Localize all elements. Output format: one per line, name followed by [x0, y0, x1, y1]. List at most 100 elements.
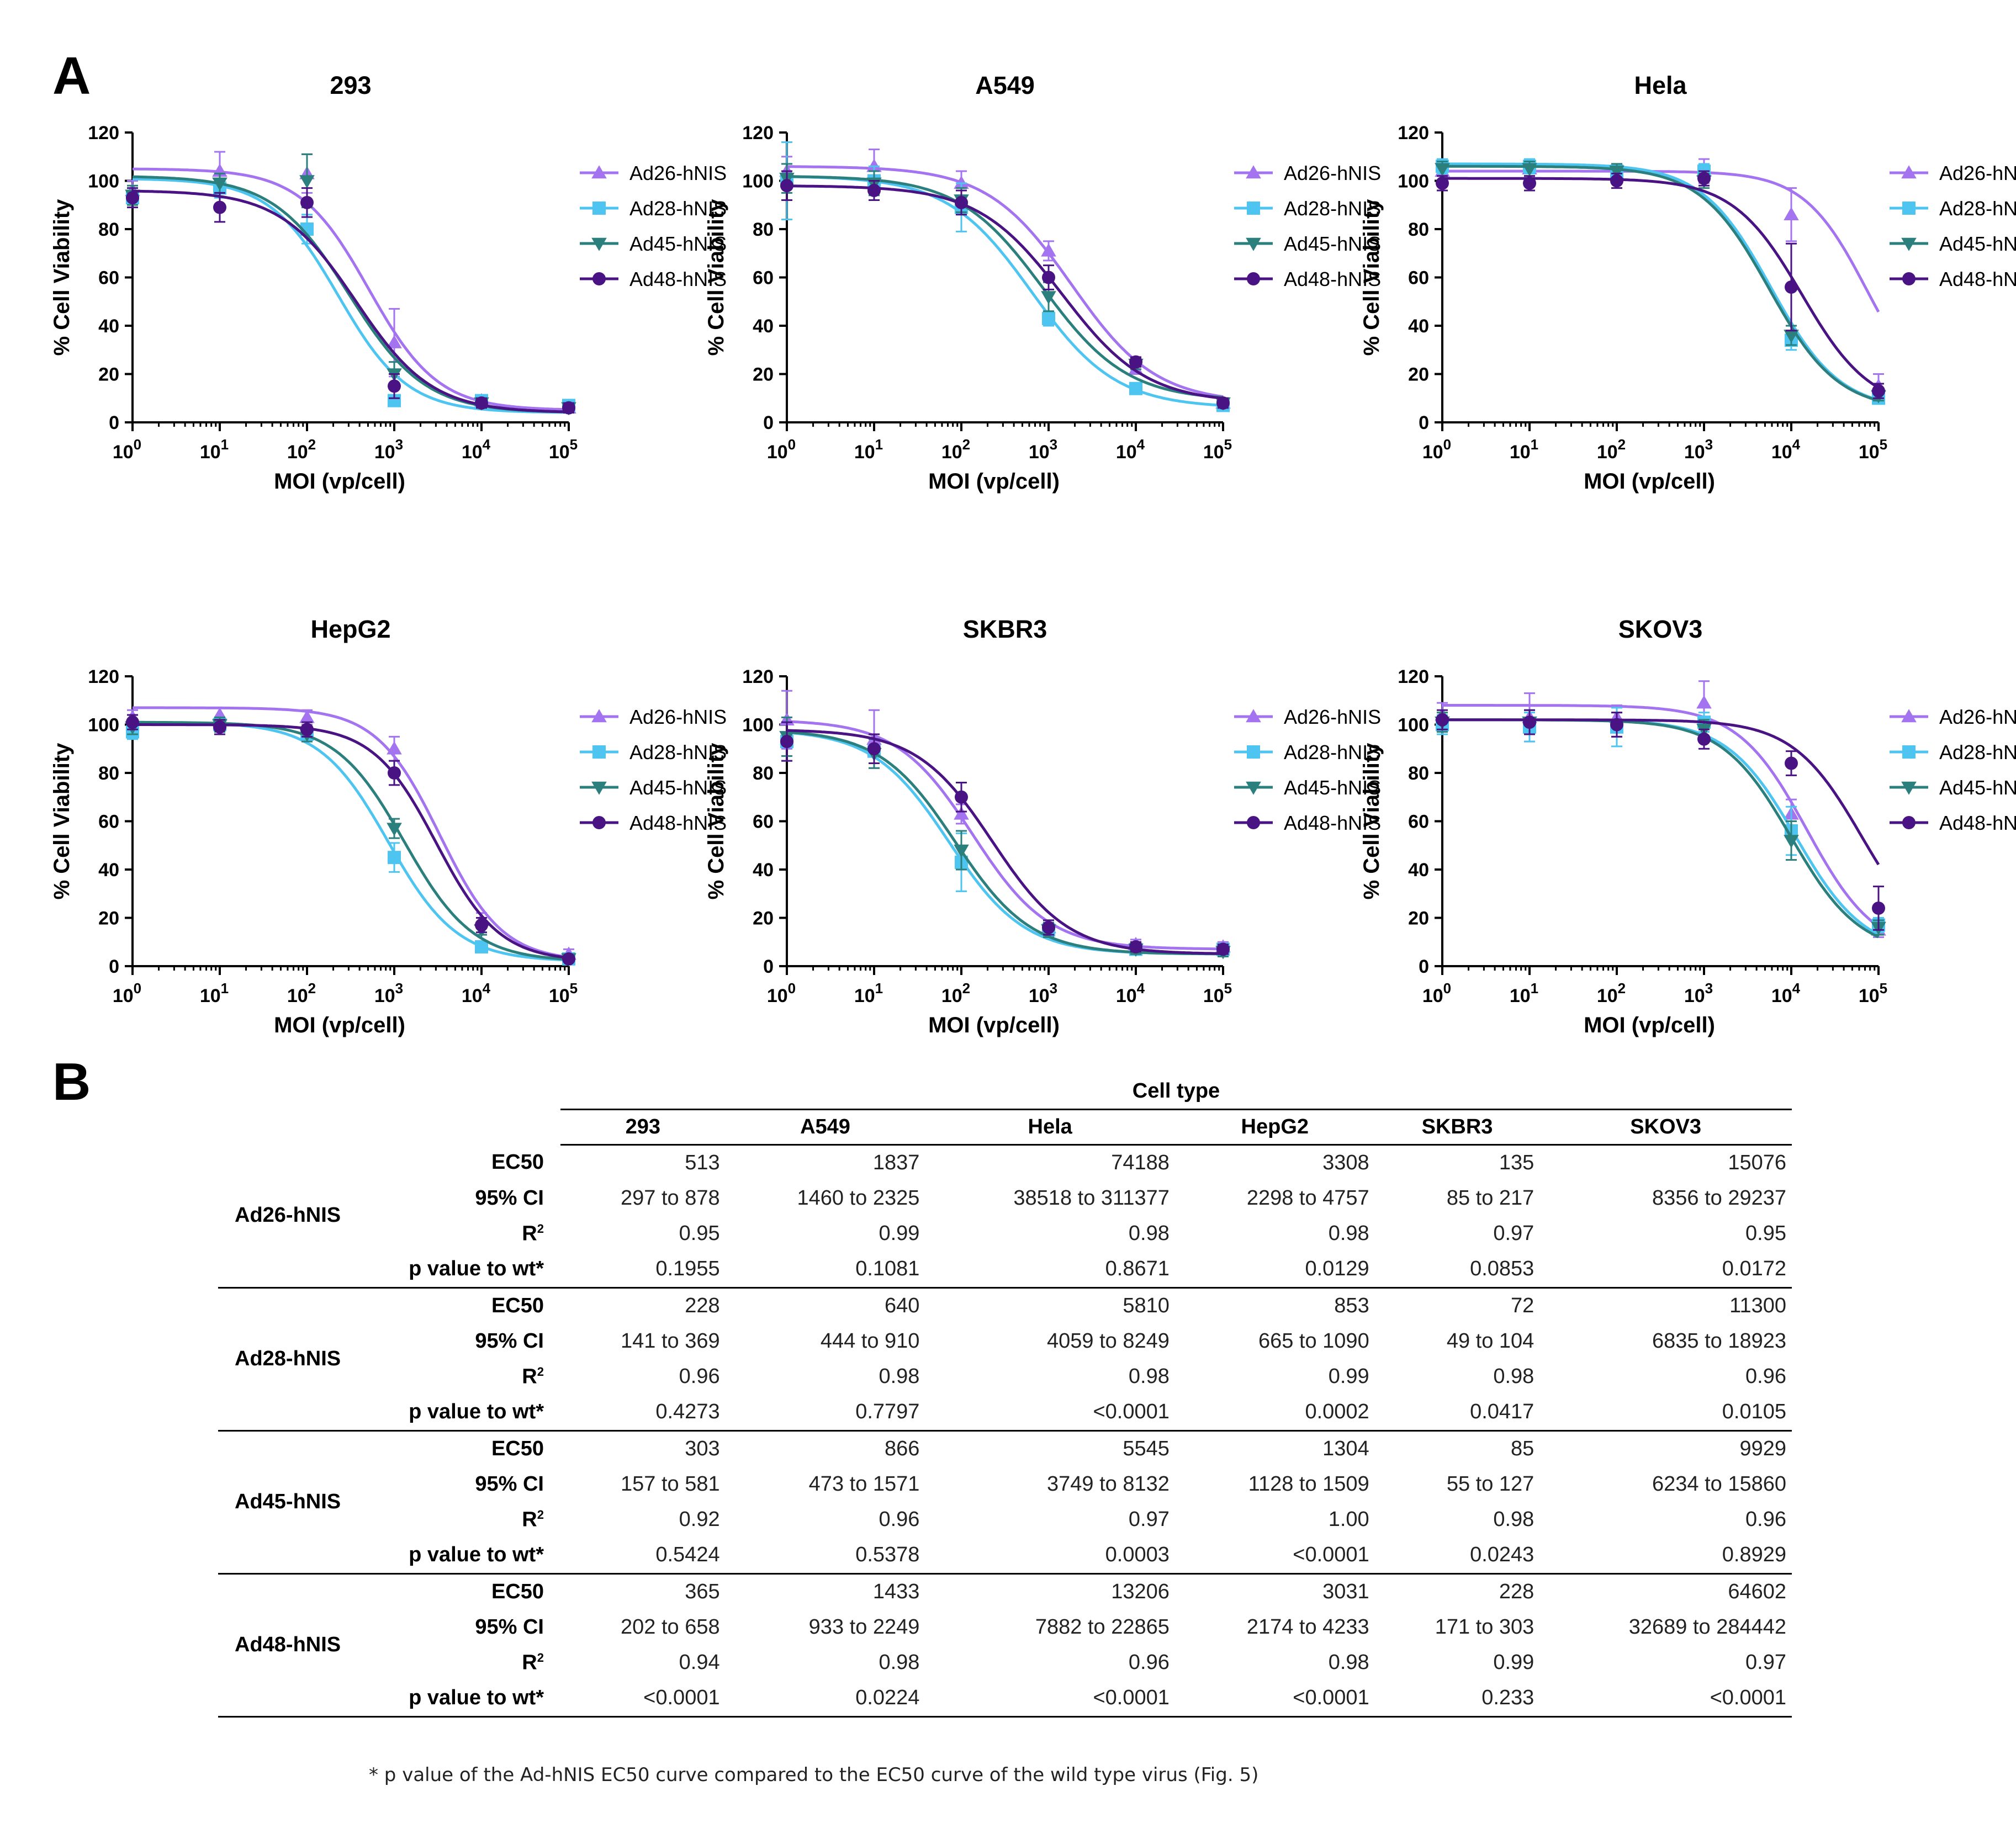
table-cell: 0.99	[1328, 1365, 1369, 1388]
table-cell: <0.0001	[1174, 1537, 1375, 1575]
table-cell: 32689 to 284442	[1628, 1615, 1786, 1639]
y-tick-label: 100	[88, 715, 119, 736]
y-tick-label: 40	[753, 316, 774, 337]
table-cell: <0.0001	[1539, 1680, 1792, 1718]
fit-curve	[133, 723, 569, 960]
legend-marker	[591, 165, 607, 179]
table-cell: 0.94	[679, 1651, 720, 1674]
y-tick-label: 100	[1398, 171, 1429, 192]
legend-marker	[1247, 816, 1260, 829]
chart-title: SKOV3	[1618, 615, 1703, 643]
table-cell: 0.0129	[1174, 1251, 1375, 1289]
x-tick-label: 104	[462, 980, 491, 1006]
data-point	[387, 823, 402, 836]
series-ad48-hnis	[126, 714, 575, 966]
data-point	[1042, 311, 1055, 325]
table-cell: 157 to 581	[620, 1472, 720, 1496]
table-cell: 0.233	[1374, 1680, 1540, 1718]
x-tick-label: 100	[113, 436, 141, 463]
ec50-table: Cell type 293 A549 Hela HepG2 SKBR3 SKOV3 Ad2…	[218, 1074, 1792, 1718]
table-cell: 0.8929	[1539, 1537, 1792, 1575]
column-header-skbr3: SKBR3	[1374, 1109, 1540, 1146]
fit-curve	[787, 175, 1224, 399]
vector-label: Ad48-hNIS	[218, 1573, 395, 1718]
legend-label: Ad28-hNIS	[1939, 197, 2016, 220]
data-point	[387, 335, 402, 348]
fit-curve	[1442, 718, 1880, 866]
legend-marker	[591, 709, 607, 723]
table-cell: 7882 to 22865	[1035, 1615, 1170, 1639]
table-cell: 0.0224	[725, 1680, 925, 1718]
legend-marker	[1247, 272, 1260, 285]
series-ad45-hnis	[1435, 709, 1886, 939]
footnote: * p value of the Ad-hNIS EC50 curve comp…	[369, 1764, 1259, 1786]
fit-curve	[133, 167, 569, 411]
data-point	[1129, 381, 1142, 395]
table-cell: 3031	[1322, 1580, 1369, 1603]
table-row: R2 0.92 0.96 0.97 1.00 0.98 0.96	[218, 1502, 1792, 1538]
table-row: p value to wt* 0.4273 0.7797 <0.0001 0.0002 0…	[218, 1394, 1792, 1432]
data-point	[866, 158, 882, 172]
data-point	[1610, 174, 1623, 188]
legend-label: Ad48-hNIS	[629, 812, 727, 834]
table-cell: 228	[1499, 1580, 1535, 1603]
legend-label: Ad26-hNIS	[1939, 162, 2016, 184]
data-point	[1129, 355, 1142, 369]
data-point	[1436, 176, 1449, 190]
data-point	[1041, 243, 1056, 257]
table-cell: 303	[685, 1437, 720, 1460]
chart-hela: Hela 0 20 40 60 80 100 120 100 101 102 103 104 105 MOI…	[1359, 71, 2016, 494]
table-cell: 1433	[872, 1580, 920, 1603]
fit-curve	[133, 706, 569, 959]
data-point	[388, 766, 401, 780]
data-point	[1696, 695, 1712, 709]
table-row: R2 0.95 0.99 0.98 0.98 0.97 0.95	[218, 1216, 1792, 1252]
legend-label: Ad26-hNIS	[629, 162, 727, 184]
table-cell: 15076	[1728, 1151, 1786, 1174]
x-tick-label: 100	[767, 436, 796, 463]
table-row: R2 0.94 0.98 0.96 0.98 0.99 0.97	[218, 1645, 1792, 1681]
legend-marker	[1246, 709, 1261, 723]
table-cell: 1304	[1322, 1437, 1369, 1460]
table-cell: 0.97	[1128, 1508, 1170, 1531]
x-tick-label: 100	[1422, 980, 1451, 1006]
legend: Ad26-hNIS Ad28-hNIS Ad45-hNIS Ad48-hNIS	[1234, 162, 1381, 290]
y-tick-label: 100	[742, 171, 774, 192]
vector-label: Ad26-hNIS	[218, 1144, 395, 1289]
table-row: Ad26-hNIS EC50 513 1837 74188 3308 135 15076	[218, 1144, 1792, 1289]
table-cell: 933 to 2249	[808, 1615, 920, 1639]
metric-label: p value to wt*	[395, 1394, 560, 1432]
table-cell: 0.0243	[1374, 1537, 1540, 1575]
table-cell: 72	[1511, 1294, 1535, 1317]
legend-label: Ad26-hNIS	[1284, 162, 1381, 184]
y-tick-label: 120	[88, 123, 119, 144]
legend-label: Ad28-hNIS	[1284, 741, 1381, 764]
table-cell: 0.98	[1128, 1222, 1170, 1245]
series-ad28-hnis	[1436, 158, 1885, 405]
y-tick-label: 80	[753, 219, 774, 240]
data-point	[1697, 732, 1711, 746]
chart-skov3: SKOV3 0 20 40 60 80 100 120 100 101 102 103 104 105 MO…	[1359, 615, 2016, 1037]
x-tick-label: 104	[1771, 436, 1801, 463]
data-point	[475, 918, 488, 932]
x-axis-label: MOI (vp/cell)	[928, 469, 1060, 494]
fit-curve	[1442, 162, 1879, 401]
y-tick-label: 120	[742, 666, 774, 687]
fit-curve	[1442, 169, 1880, 313]
table-row: Ad45-hNIS EC50 303 866 5545 1304 85 9929	[218, 1430, 1792, 1575]
legend-label: Ad45-hNIS	[629, 776, 727, 799]
y-tick-label: 120	[742, 123, 774, 144]
y-tick-label: 100	[742, 715, 774, 736]
table-cell: 171 to 303	[1435, 1615, 1535, 1639]
x-tick-label: 101	[200, 980, 229, 1006]
x-tick-label: 101	[1510, 436, 1538, 463]
legend: Ad26-hNIS Ad28-hNIS Ad45-hNIS Ad48-hNIS	[580, 706, 727, 834]
fit-curve	[133, 720, 569, 962]
legend-label: Ad28-hNIS	[1939, 741, 2016, 764]
x-tick-label: 100	[1422, 436, 1451, 463]
chart-title: 293	[330, 71, 371, 99]
legend-marker	[1901, 165, 1917, 179]
y-axis-label: % Cell Viability	[704, 199, 728, 356]
table-cell: 0.98	[879, 1365, 920, 1388]
fit-curve	[786, 175, 1224, 407]
